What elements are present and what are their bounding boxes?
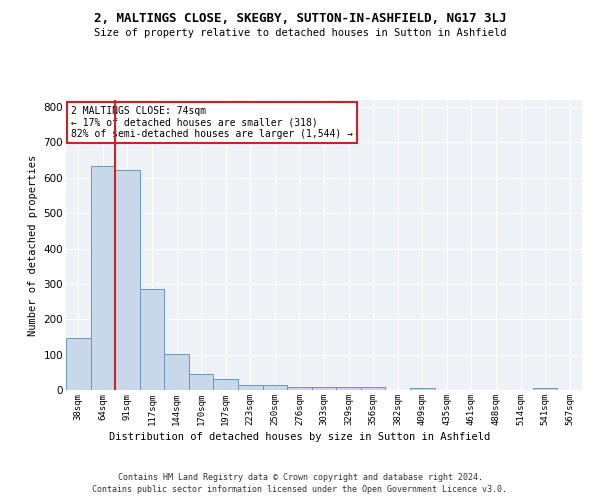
Bar — [115, 170, 140, 390]
Bar — [214, 380, 238, 390]
Bar — [66, 338, 91, 390]
Bar — [189, 374, 214, 390]
Text: Size of property relative to detached houses in Sutton in Ashfield: Size of property relative to detached ho… — [94, 28, 506, 38]
Bar — [238, 386, 263, 390]
Text: Contains public sector information licensed under the Open Government Licence v3: Contains public sector information licen… — [92, 485, 508, 494]
Y-axis label: Number of detached properties: Number of detached properties — [28, 154, 38, 336]
Bar — [312, 387, 336, 390]
Bar — [410, 388, 434, 390]
Bar — [263, 386, 287, 390]
Bar — [533, 388, 557, 390]
Text: 2, MALTINGS CLOSE, SKEGBY, SUTTON-IN-ASHFIELD, NG17 3LJ: 2, MALTINGS CLOSE, SKEGBY, SUTTON-IN-ASH… — [94, 12, 506, 26]
Text: Distribution of detached houses by size in Sutton in Ashfield: Distribution of detached houses by size … — [109, 432, 491, 442]
Bar — [287, 387, 312, 390]
Bar — [91, 166, 115, 390]
Text: 2 MALTINGS CLOSE: 74sqm
← 17% of detached houses are smaller (318)
82% of semi-d: 2 MALTINGS CLOSE: 74sqm ← 17% of detache… — [71, 106, 353, 139]
Bar — [140, 288, 164, 390]
Bar — [336, 387, 361, 390]
Bar — [361, 387, 385, 390]
Text: Contains HM Land Registry data © Crown copyright and database right 2024.: Contains HM Land Registry data © Crown c… — [118, 472, 482, 482]
Bar — [164, 354, 189, 390]
